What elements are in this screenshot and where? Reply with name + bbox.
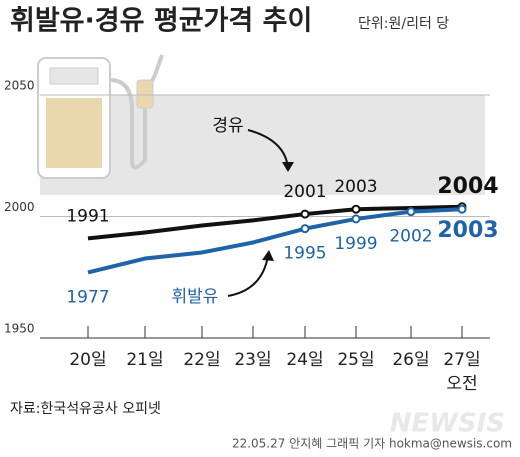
value-label: 2002 bbox=[389, 227, 432, 247]
line bbox=[87, 204, 463, 241]
pump-icon bbox=[37, 54, 164, 179]
series-label: 휘발유 bbox=[172, 287, 219, 307]
y-tick-label: 2050 bbox=[4, 79, 35, 93]
value-label: 2001 bbox=[283, 182, 326, 202]
point bbox=[351, 204, 361, 214]
credit: 22.05.27 안지혜 그래픽 기자 hokma@newsis.com bbox=[232, 437, 512, 451]
arrow-head bbox=[262, 250, 274, 261]
x-tick-label: 27일 bbox=[443, 350, 480, 370]
x-tick-label: 20일 bbox=[69, 350, 106, 370]
value-label: 2004 bbox=[437, 174, 498, 199]
x-tick-label: 21일 bbox=[126, 350, 163, 370]
x-tick-label: 22일 bbox=[183, 350, 220, 370]
arrow-head bbox=[282, 162, 294, 172]
x-note: 오전 bbox=[446, 374, 477, 394]
x-tick-label: 23일 bbox=[234, 350, 271, 370]
y-tick-label: 2000 bbox=[4, 200, 35, 214]
value-label: 1977 bbox=[66, 287, 109, 307]
x-tick-label: 25일 bbox=[337, 350, 374, 370]
x-tick-label: 24일 bbox=[286, 350, 323, 370]
x-tick-label: 26일 bbox=[392, 350, 429, 370]
point bbox=[406, 207, 416, 217]
value-label: 1995 bbox=[283, 244, 326, 264]
value-label: 1999 bbox=[334, 234, 377, 254]
y-tick-label: 1950 bbox=[4, 322, 35, 336]
point bbox=[351, 214, 361, 224]
value-label: 2003 bbox=[437, 218, 498, 243]
watermark: NEWSIS bbox=[390, 409, 505, 439]
series-label: 경유 bbox=[212, 116, 243, 136]
value-label: 1991 bbox=[66, 206, 109, 226]
source: 자료:한국석유공사 오피넷 bbox=[10, 401, 161, 417]
chart-title: 휘발유·경유 평균가격 추이 bbox=[10, 6, 312, 37]
point bbox=[457, 204, 467, 214]
band bbox=[40, 95, 485, 195]
point bbox=[300, 209, 310, 219]
subtitle: 단위:원/리터 당 bbox=[358, 16, 449, 32]
point bbox=[300, 224, 310, 234]
value-label: 2003 bbox=[334, 177, 377, 197]
line bbox=[87, 207, 463, 275]
arrow bbox=[227, 255, 269, 297]
